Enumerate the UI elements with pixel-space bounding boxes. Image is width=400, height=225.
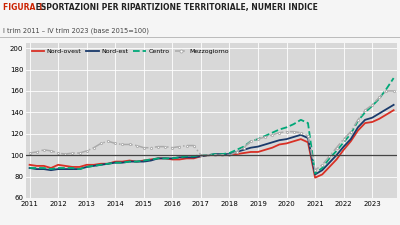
Centro	[198, 154, 203, 157]
Nord-est	[391, 104, 396, 106]
Nord-ovest	[56, 163, 60, 166]
Mezzogiorno	[156, 145, 160, 148]
Mezzogiorno	[391, 90, 396, 92]
Centro	[313, 172, 318, 175]
Line: Mezzogiorno: Mezzogiorno	[28, 90, 395, 171]
Mezzogiorno	[56, 152, 60, 154]
Mezzogiorno	[248, 140, 253, 143]
Nord-ovest	[391, 109, 396, 112]
Nord-est	[198, 155, 203, 157]
Centro	[391, 77, 396, 79]
Nord-est	[156, 157, 160, 160]
Nord-ovest	[27, 163, 32, 166]
Nord-ovest	[263, 148, 268, 151]
Nord-ovest	[370, 121, 375, 123]
Legend: Nord-ovest, Nord-est, Centro, Mezzogiorno: Nord-ovest, Nord-est, Centro, Mezzogiorn…	[29, 46, 232, 56]
Nord-est	[56, 168, 60, 171]
Line: Nord-ovest: Nord-ovest	[30, 110, 394, 178]
Mezzogiorno	[313, 169, 318, 171]
Nord-est	[27, 167, 32, 169]
Line: Nord-est: Nord-est	[30, 105, 394, 174]
Centro	[156, 157, 160, 160]
Nord-ovest	[313, 176, 318, 179]
Centro	[263, 135, 268, 137]
Mezzogiorno	[384, 90, 389, 92]
Text: ESPORTAZIONI PER RIPARTIZIONE TERRITORIALE, NUMERI INDICE: ESPORTAZIONI PER RIPARTIZIONE TERRITORIA…	[33, 3, 318, 12]
Nord-est	[313, 173, 318, 176]
Text: I trim 2011 – IV trim 2023 (base 2015=100): I trim 2011 – IV trim 2023 (base 2015=10…	[3, 27, 149, 34]
Nord-ovest	[156, 157, 160, 160]
Nord-est	[370, 116, 375, 119]
Centro	[56, 167, 60, 169]
Nord-ovest	[198, 155, 203, 157]
Nord-est	[248, 146, 253, 149]
Centro	[248, 140, 253, 143]
Centro	[27, 167, 32, 169]
Text: FIGURA 1.: FIGURA 1.	[3, 3, 46, 12]
Centro	[370, 105, 375, 107]
Mezzogiorno	[27, 152, 32, 154]
Mezzogiorno	[198, 154, 203, 157]
Nord-ovest	[248, 151, 253, 153]
Mezzogiorno	[263, 136, 268, 138]
Nord-est	[263, 143, 268, 146]
Line: Centro: Centro	[30, 78, 394, 173]
Mezzogiorno	[220, 154, 225, 157]
